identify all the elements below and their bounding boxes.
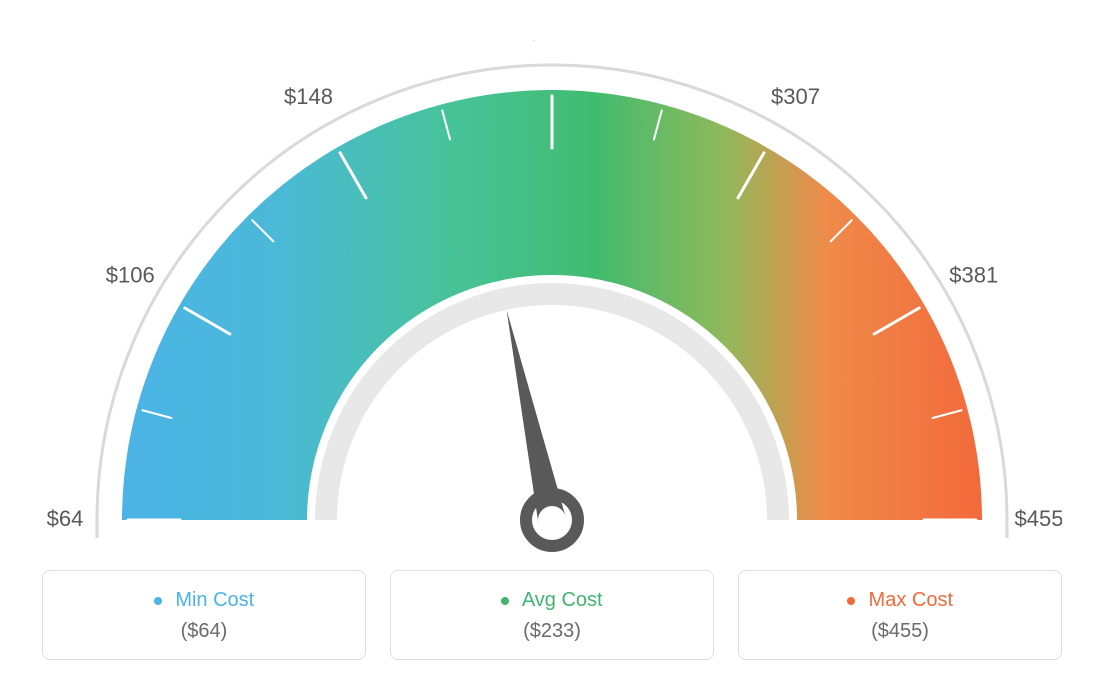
cost-gauge: $64 $106 $148 $233 $307 $381 $455 [42, 40, 1062, 560]
legend-row: Min Cost ($64) Avg Cost ($233) Max Cost … [42, 570, 1062, 660]
legend-min-label: Min Cost [175, 589, 254, 611]
gauge-tick-label: $106 [106, 262, 155, 287]
legend-card-avg: Avg Cost ($233) [390, 570, 714, 660]
legend-min-dot-icon [154, 597, 162, 605]
gauge-svg: $64 $106 $148 $233 $307 $381 $455 [42, 40, 1062, 560]
gauge-tick-label: $64 [47, 506, 84, 531]
legend-card-max: Max Cost ($455) [738, 570, 1062, 660]
legend-max-label: Max Cost [869, 589, 953, 611]
gauge-tick-label: $148 [284, 84, 333, 109]
legend-avg-dot-icon [501, 597, 509, 605]
legend-max-dot-icon [847, 597, 855, 605]
legend-min-title: Min Cost [53, 589, 355, 612]
legend-card-min: Min Cost ($64) [42, 570, 366, 660]
gauge-tick-label: $455 [1015, 506, 1062, 531]
gauge-tick-label: $233 [528, 40, 577, 44]
legend-max-value: ($455) [749, 620, 1051, 643]
gauge-tick-label: $381 [949, 262, 998, 287]
gauge-tick-label: $307 [771, 84, 820, 109]
legend-max-title: Max Cost [749, 589, 1051, 612]
legend-avg-label: Avg Cost [522, 589, 603, 611]
legend-avg-title: Avg Cost [401, 589, 703, 612]
legend-avg-value: ($233) [401, 620, 703, 643]
legend-min-value: ($64) [53, 620, 355, 643]
